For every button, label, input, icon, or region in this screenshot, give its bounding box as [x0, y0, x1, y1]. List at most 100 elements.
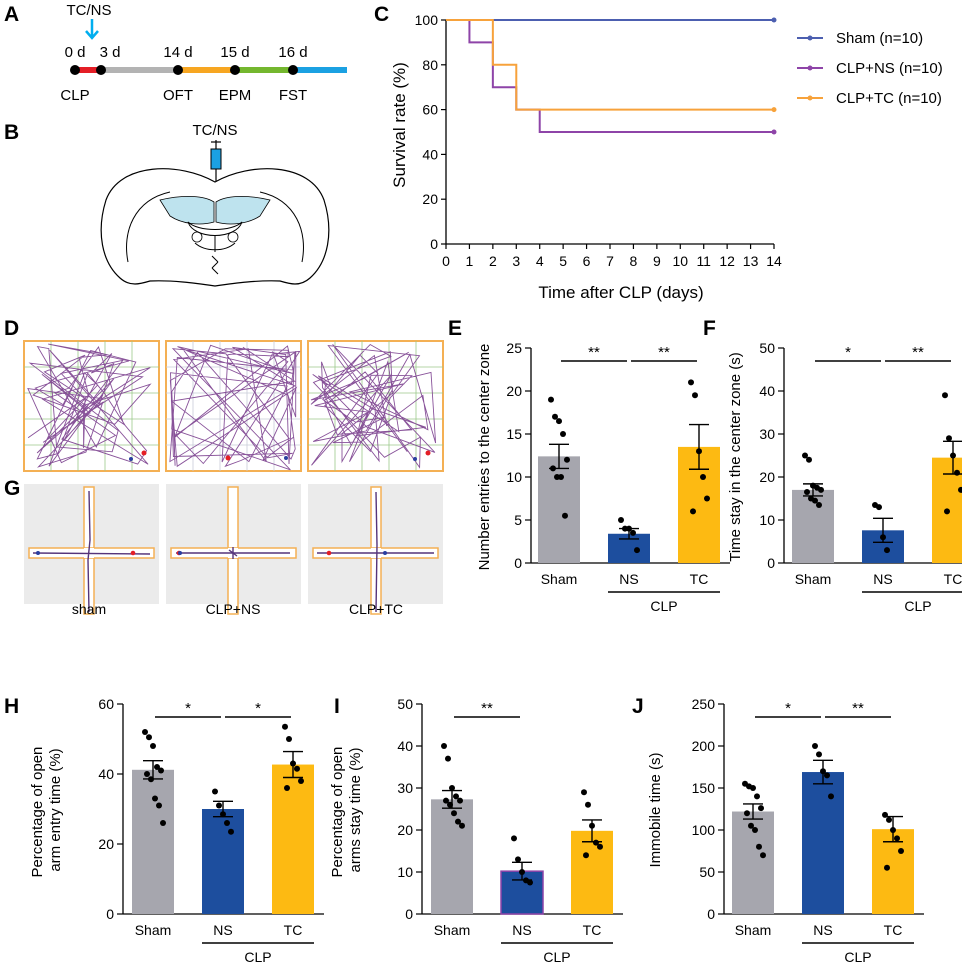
data-point	[286, 736, 292, 742]
data-point	[583, 852, 589, 859]
group-label: CLP	[543, 949, 570, 965]
data-point	[511, 835, 517, 842]
c-x-tick-label: 7	[606, 253, 614, 269]
data-point	[688, 379, 694, 386]
maze-start-dot	[130, 550, 136, 556]
treatment-arrow	[85, 19, 99, 40]
data-point	[224, 820, 230, 826]
significance-label: *	[255, 700, 261, 717]
data-point	[812, 743, 818, 749]
bar-sham	[132, 769, 174, 914]
data-point	[282, 723, 288, 730]
segment-blue	[293, 67, 347, 73]
x-tick-label: TC	[583, 922, 602, 938]
i-ylabel-line1: Percentage of open	[329, 747, 346, 878]
data-point	[552, 413, 558, 420]
panel-label-b: B	[4, 121, 19, 144]
data-point	[589, 822, 595, 829]
significance-label: *	[785, 700, 791, 717]
data-point	[752, 827, 758, 833]
y-tick-label: 150	[692, 780, 716, 796]
legend-marker-clp-ns	[807, 65, 813, 71]
y-tick-label: 20	[397, 822, 413, 838]
y-tick-label: 60	[98, 696, 114, 712]
data-point	[812, 497, 818, 504]
data-point	[884, 864, 890, 871]
j-ylabel: Immobile time (s)	[647, 752, 664, 867]
group-label: CLP	[244, 949, 271, 965]
data-point	[152, 795, 158, 802]
c-y-tick-label: 20	[422, 191, 438, 207]
data-point	[556, 418, 562, 425]
c-series-end-marker-1	[771, 129, 777, 135]
y-tick-label: 200	[692, 738, 716, 754]
track-group	[310, 343, 437, 469]
time-marker	[96, 65, 106, 75]
maze-end-dot	[178, 551, 182, 555]
x-tick-label: Sham	[135, 922, 172, 938]
bar-sham	[538, 456, 580, 563]
group-label: CLP	[844, 949, 871, 965]
c-x-tick-label: 14	[766, 253, 782, 269]
data-point	[158, 767, 164, 774]
open-field-tracks	[23, 340, 444, 472]
y-tick-label: 100	[692, 822, 716, 838]
data-point	[154, 764, 160, 770]
y-tick-label: 40	[98, 766, 114, 782]
chart-h: 0 20 40 60 Sham NS TC CLP * * Percentage of open …	[29, 696, 324, 965]
syringe-body	[210, 148, 222, 170]
event-label-clp: CLP	[60, 87, 89, 104]
y-tick-label: 50	[699, 864, 715, 880]
data-point	[447, 801, 453, 808]
day-label-4: 16 d	[278, 44, 307, 61]
segment-orange	[178, 67, 235, 73]
segment-red	[75, 67, 101, 73]
arena-label-clp-ns: CLP+NS	[206, 601, 261, 617]
plus-maze-tracks: sham CLP+NS CLP+TC	[24, 484, 443, 617]
data-point	[146, 734, 152, 741]
c-x-tick-label: 8	[630, 253, 638, 269]
c-x-tick-label: 0	[442, 253, 450, 269]
data-point	[816, 501, 822, 508]
y-tick-label: 50	[759, 340, 775, 356]
panel-label-d: D	[4, 317, 19, 340]
legend-marker-clp-tc	[807, 95, 813, 101]
data-point	[515, 856, 521, 863]
bar-tc	[872, 829, 914, 914]
y-tick-label: 40	[397, 738, 413, 754]
c-x-tick-label: 4	[536, 253, 544, 269]
day-label-2: 14 d	[163, 44, 192, 61]
legend-label-clp-tc: CLP+TC (n=10)	[836, 90, 942, 107]
data-point	[585, 801, 591, 808]
track-start-dot	[225, 455, 231, 461]
maze-track	[317, 491, 434, 613]
y-tick-label: 0	[707, 906, 715, 922]
data-point	[950, 452, 956, 459]
data-point	[692, 392, 698, 399]
data-point	[298, 778, 304, 784]
x-tick-label: Sham	[434, 922, 471, 938]
event-label-epm: EPM	[219, 87, 252, 104]
i-ylabel-line2: arms stay time (%)	[347, 747, 364, 872]
f-ylabel: Time stay in the center zone (s)	[727, 352, 744, 562]
data-point	[618, 517, 624, 523]
data-point	[898, 848, 904, 854]
y-tick-label: 30	[397, 780, 413, 796]
panel-label-e: E	[448, 317, 462, 340]
brain-nucleus	[227, 231, 239, 243]
data-point	[597, 843, 603, 850]
c-x-tick-label: 13	[743, 253, 759, 269]
bar-tc	[272, 764, 314, 914]
panel-label-c: C	[374, 3, 389, 26]
data-point	[886, 816, 892, 823]
c-x-tick-label: 10	[672, 253, 688, 269]
c-y-tick-label: 40	[422, 146, 438, 162]
time-marker	[70, 65, 80, 75]
data-point	[160, 820, 166, 826]
track-start-dot	[425, 450, 431, 456]
data-point	[449, 785, 455, 791]
data-point	[756, 843, 762, 850]
c-x-tick-label: 3	[512, 253, 520, 269]
data-point	[744, 810, 750, 817]
event-label-fst: FST	[279, 87, 307, 104]
